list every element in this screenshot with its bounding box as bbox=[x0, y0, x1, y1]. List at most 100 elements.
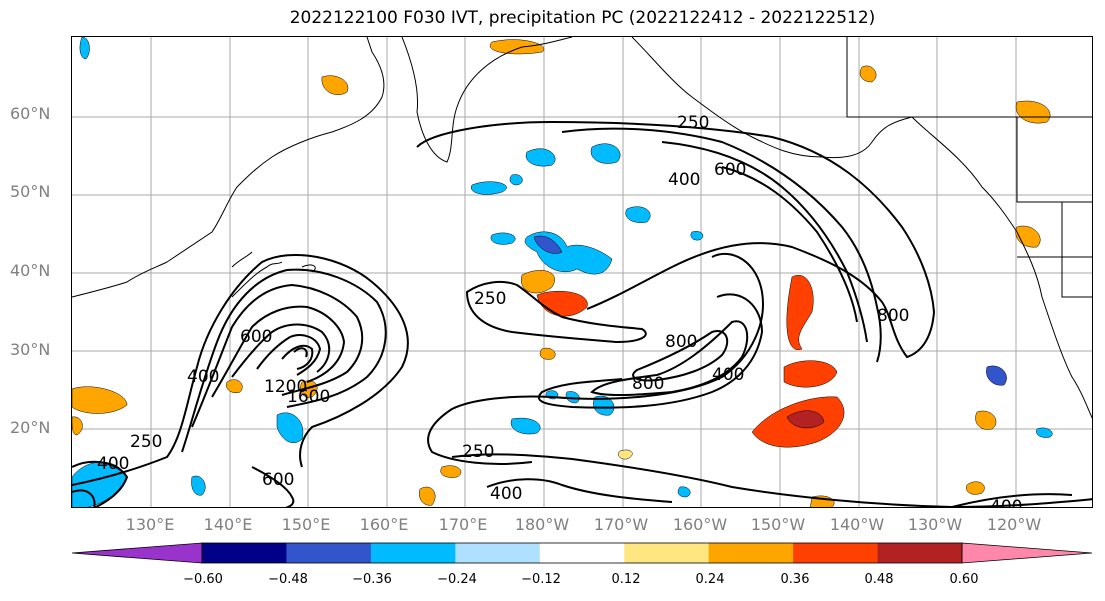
ivt-contour-line bbox=[231, 323, 331, 378]
map-canvas: 250 400 600 800 1200 1600 250 400 600 25… bbox=[72, 37, 1092, 507]
precip-patch bbox=[520, 270, 555, 294]
ivt-contour-line bbox=[72, 489, 96, 507]
lat-label: 20°N bbox=[10, 418, 51, 437]
lon-label: 160°E bbox=[359, 515, 409, 534]
lon-label: 150°E bbox=[281, 515, 331, 534]
precip-patch bbox=[536, 290, 588, 317]
ivt-contour-line bbox=[721, 166, 858, 323]
lon-label: 170°E bbox=[438, 515, 488, 534]
colorbar-cell bbox=[962, 543, 1092, 563]
lon-label: 130°W bbox=[907, 515, 963, 534]
lon-label: 120°W bbox=[986, 515, 1042, 534]
ivt-contour-line bbox=[427, 252, 764, 465]
precip-patch bbox=[321, 75, 349, 95]
precip-patch bbox=[590, 143, 621, 164]
contour-label: 250 bbox=[130, 432, 162, 452]
precip-patch bbox=[509, 174, 523, 186]
precip-patch bbox=[625, 206, 651, 223]
precip-patch bbox=[72, 386, 128, 414]
lat-label: 40°N bbox=[10, 261, 51, 280]
contour-label: 400 bbox=[97, 454, 129, 474]
colorbar-cell bbox=[793, 543, 879, 563]
lon-label: 140°W bbox=[829, 515, 885, 534]
contour-label: 400 bbox=[187, 367, 219, 387]
colorbar-tick-label: −0.36 bbox=[352, 572, 392, 587]
precip-patch bbox=[618, 449, 633, 460]
map-title: 2022122100 F030 IVT, precipitation PC (2… bbox=[289, 8, 876, 28]
contour-labels: 250 400 600 800 1200 1600 250 400 600 25… bbox=[97, 113, 1022, 507]
contour-label: 800 bbox=[665, 332, 697, 352]
lat-label: 50°N bbox=[10, 182, 51, 201]
contour-label: 1600 bbox=[287, 387, 330, 407]
lon-label: 140°E bbox=[203, 515, 253, 534]
colorbar-cell bbox=[455, 543, 541, 563]
contour-label: 800 bbox=[632, 374, 664, 394]
ivt-contour-line bbox=[72, 253, 409, 486]
colorbar-cell bbox=[539, 543, 625, 563]
contour-label: 600 bbox=[262, 470, 294, 490]
colorbar-tick-label: 0.12 bbox=[611, 572, 641, 587]
precip-patch bbox=[593, 395, 615, 416]
ivt-contour-line bbox=[72, 460, 129, 507]
coastlines bbox=[72, 37, 1092, 419]
lat-label: 30°N bbox=[10, 340, 51, 359]
map-panel: 250 400 600 800 1200 1600 250 400 600 25… bbox=[71, 36, 1093, 508]
colorbar-tick-label: 0.24 bbox=[695, 572, 725, 587]
precip-patch bbox=[786, 410, 825, 429]
precip-patch bbox=[440, 465, 462, 478]
precip-patch bbox=[975, 410, 997, 430]
colorbar-tick-label: 0.36 bbox=[780, 572, 810, 587]
precip-patch bbox=[690, 231, 704, 241]
colorbar-cell bbox=[286, 543, 372, 563]
ivt-contour-line bbox=[256, 334, 322, 376]
contour-label: 600 bbox=[240, 327, 272, 347]
colorbar-cell bbox=[72, 543, 202, 563]
precip-patch bbox=[565, 391, 580, 404]
graticule bbox=[72, 37, 1092, 507]
ivt-contour-line bbox=[293, 347, 308, 358]
lon-label: 130°E bbox=[125, 515, 175, 534]
ivt-contour-line bbox=[181, 268, 387, 453]
colorbar-tick-label: −0.12 bbox=[521, 572, 561, 587]
precip-patch bbox=[1036, 427, 1053, 438]
precip-patch bbox=[191, 475, 206, 496]
contour-label: 800 bbox=[877, 306, 909, 326]
precip-patch bbox=[986, 365, 1007, 386]
contour-label: 600 bbox=[714, 160, 746, 180]
colorbar bbox=[71, 542, 1093, 564]
precip-patch bbox=[470, 181, 507, 195]
lon-label: 150°W bbox=[750, 515, 806, 534]
ivt-contour-line bbox=[416, 120, 936, 359]
precip-patch bbox=[489, 39, 545, 55]
ivt-contour-line bbox=[451, 453, 1092, 507]
lon-label: 180°W bbox=[514, 515, 570, 534]
precip-patch bbox=[783, 360, 838, 388]
ivt-contour-line bbox=[191, 283, 364, 428]
precip-patch bbox=[1015, 100, 1051, 124]
lon-label: 170°W bbox=[593, 515, 649, 534]
precip-patch bbox=[966, 481, 985, 495]
ivt-contour-line bbox=[211, 305, 346, 398]
ivt-contours bbox=[72, 120, 1092, 507]
contour-label: 250 bbox=[677, 113, 709, 133]
ivt-contour-line bbox=[951, 493, 1073, 507]
colorbar-cell bbox=[202, 543, 287, 563]
ivt-contour-line bbox=[561, 127, 882, 363]
lat-label: 60°N bbox=[10, 104, 51, 123]
ivt-contour-line bbox=[251, 466, 295, 507]
ivt-contour-line bbox=[590, 320, 749, 397]
precip-patch bbox=[276, 412, 304, 443]
colorbar-cell bbox=[708, 543, 794, 563]
precip-patch bbox=[510, 417, 541, 435]
lon-label: 160°W bbox=[672, 515, 728, 534]
colorbar-cell bbox=[877, 543, 963, 563]
contour-label: 250 bbox=[462, 442, 494, 462]
contour-label: 400 bbox=[490, 484, 522, 504]
colorbar-tick-label: 0.60 bbox=[949, 572, 979, 587]
precip-patch bbox=[859, 65, 877, 83]
colorbar-tick-label: −0.24 bbox=[437, 572, 477, 587]
precip-patch bbox=[677, 486, 691, 498]
ivt-contour-line bbox=[486, 478, 673, 503]
ivt-contour-line bbox=[632, 330, 729, 382]
contour-label: 250 bbox=[474, 289, 506, 309]
